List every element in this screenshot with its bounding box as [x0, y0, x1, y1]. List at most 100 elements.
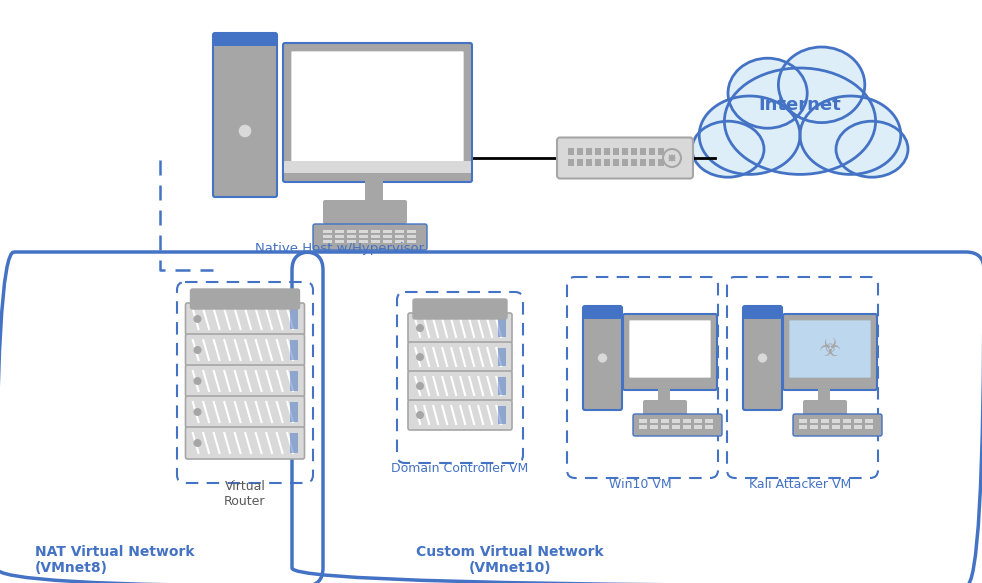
Bar — [347, 235, 356, 238]
FancyBboxPatch shape — [783, 314, 877, 390]
Text: Domain Controller VM: Domain Controller VM — [392, 462, 528, 475]
Bar — [672, 419, 680, 423]
Bar — [832, 425, 840, 429]
Bar — [661, 419, 669, 423]
FancyBboxPatch shape — [291, 51, 464, 168]
FancyBboxPatch shape — [186, 334, 304, 366]
Text: Native Host w/Hypervisor: Native Host w/Hypervisor — [255, 242, 424, 255]
Bar — [854, 425, 862, 429]
FancyBboxPatch shape — [643, 400, 687, 416]
FancyBboxPatch shape — [186, 303, 304, 335]
Ellipse shape — [800, 96, 900, 174]
Bar — [568, 159, 574, 166]
Ellipse shape — [728, 58, 807, 128]
FancyBboxPatch shape — [413, 299, 507, 319]
Bar — [613, 159, 619, 166]
Bar — [672, 425, 680, 429]
FancyBboxPatch shape — [408, 313, 512, 343]
FancyBboxPatch shape — [793, 414, 882, 436]
Bar — [383, 235, 392, 238]
Bar — [694, 425, 702, 429]
Bar — [631, 159, 637, 166]
FancyBboxPatch shape — [214, 34, 276, 46]
Bar — [359, 230, 368, 233]
Bar — [407, 235, 416, 238]
Bar — [586, 159, 592, 166]
Bar — [650, 419, 658, 423]
Bar — [705, 419, 713, 423]
Bar — [407, 240, 416, 243]
FancyBboxPatch shape — [623, 314, 717, 390]
Circle shape — [238, 124, 252, 138]
FancyBboxPatch shape — [557, 138, 693, 178]
FancyBboxPatch shape — [191, 289, 300, 309]
Bar — [649, 147, 655, 154]
Bar — [365, 180, 383, 208]
Circle shape — [416, 382, 424, 390]
Bar — [818, 388, 830, 406]
Bar — [291, 402, 299, 422]
Bar — [658, 388, 670, 406]
Bar — [335, 240, 344, 243]
Bar — [359, 235, 368, 238]
Bar — [694, 419, 702, 423]
Bar — [799, 419, 807, 423]
Circle shape — [193, 439, 201, 447]
Bar — [498, 406, 506, 424]
Bar — [395, 230, 404, 233]
Bar — [631, 147, 637, 154]
FancyBboxPatch shape — [283, 43, 472, 182]
Bar — [799, 425, 807, 429]
FancyBboxPatch shape — [323, 200, 407, 224]
Bar — [865, 425, 873, 429]
Bar — [865, 419, 873, 423]
FancyBboxPatch shape — [408, 342, 512, 372]
Bar — [640, 147, 646, 154]
FancyBboxPatch shape — [584, 307, 621, 319]
Bar — [395, 235, 404, 238]
Bar — [395, 240, 404, 243]
Bar — [335, 235, 344, 238]
Bar — [323, 230, 332, 233]
Text: Custom Virtual Network
(VMnet10): Custom Virtual Network (VMnet10) — [416, 545, 604, 575]
FancyBboxPatch shape — [633, 414, 722, 436]
Bar — [683, 425, 691, 429]
Bar — [383, 230, 392, 233]
Bar — [854, 419, 862, 423]
Bar — [359, 240, 368, 243]
Bar — [595, 159, 601, 166]
FancyBboxPatch shape — [803, 400, 847, 416]
FancyBboxPatch shape — [583, 306, 622, 410]
Bar — [577, 159, 583, 166]
Bar — [810, 419, 818, 423]
Bar — [498, 377, 506, 395]
Ellipse shape — [699, 96, 800, 174]
Circle shape — [416, 353, 424, 361]
Circle shape — [193, 315, 201, 323]
Bar — [568, 147, 574, 154]
Bar — [658, 159, 664, 166]
Bar — [323, 240, 332, 243]
Bar — [639, 419, 647, 423]
FancyBboxPatch shape — [284, 161, 471, 173]
FancyBboxPatch shape — [213, 33, 277, 197]
Bar — [639, 425, 647, 429]
Text: Kali Attacker VM: Kali Attacker VM — [749, 478, 851, 491]
Circle shape — [193, 377, 201, 385]
FancyBboxPatch shape — [629, 320, 711, 378]
Ellipse shape — [836, 121, 908, 177]
Text: ☣: ☣ — [819, 337, 842, 361]
FancyBboxPatch shape — [186, 365, 304, 397]
Bar — [640, 159, 646, 166]
Circle shape — [416, 411, 424, 419]
FancyBboxPatch shape — [313, 224, 427, 250]
Bar — [604, 147, 610, 154]
Bar — [291, 340, 299, 360]
Bar — [658, 147, 664, 154]
Bar — [323, 235, 332, 238]
Bar — [649, 159, 655, 166]
Ellipse shape — [725, 68, 876, 174]
Text: Internet: Internet — [759, 96, 842, 114]
Bar — [843, 425, 851, 429]
FancyBboxPatch shape — [186, 396, 304, 428]
